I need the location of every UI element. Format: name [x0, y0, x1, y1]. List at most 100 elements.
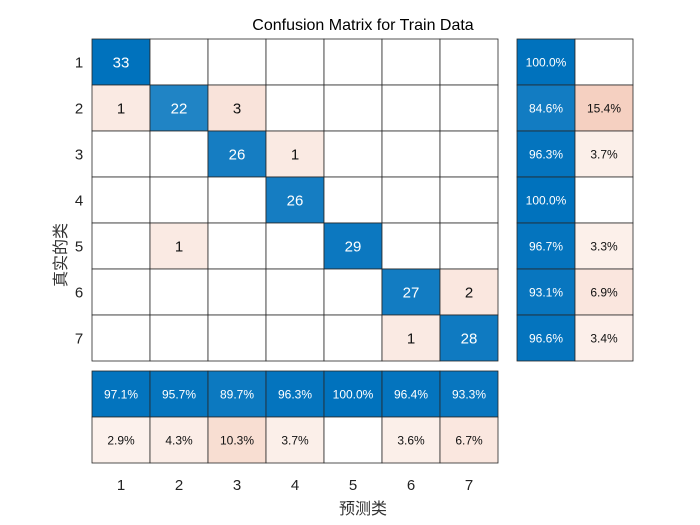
matrix-cell: [323, 38, 383, 86]
column-summary-incorrect-cell: [149, 416, 209, 464]
row-summary-incorrect-label: 3.3%: [590, 240, 618, 254]
row-summary-correct-cell: [516, 176, 576, 224]
matrix-cell: [439, 130, 499, 178]
column-summary-incorrect-label: 3.7%: [281, 434, 309, 448]
matrix-cell: [207, 222, 267, 270]
matrix-cell-value: 26: [287, 193, 304, 210]
matrix-cell: [91, 38, 151, 86]
x-tick-label: 4: [291, 477, 299, 494]
row-summary-incorrect-label: 3.4%: [590, 332, 618, 346]
matrix-cell-value: 29: [345, 239, 362, 256]
column-summary-correct-label: 95.7%: [162, 388, 196, 402]
y-tick-label: 2: [75, 101, 83, 118]
y-tick-label: 6: [75, 285, 83, 302]
row-summary-incorrect-label: 15.4%: [587, 102, 621, 116]
column-summary-correct-label: 100.0%: [333, 388, 374, 402]
matrix-cell: [91, 176, 151, 224]
matrix-cell: [265, 314, 325, 362]
matrix-cell-value: 1: [175, 239, 183, 256]
matrix-cell-value: 1: [291, 147, 299, 164]
matrix-cell-value: 2: [465, 285, 473, 302]
row-summary-incorrect-cell: [574, 130, 634, 178]
matrix-cell: [91, 130, 151, 178]
matrix-cell: [265, 38, 325, 86]
row-summary-correct-cell: [516, 222, 576, 270]
y-tick-label: 1: [75, 55, 83, 72]
column-summary-incorrect-label: 4.3%: [165, 434, 193, 448]
matrix-cell: [149, 38, 209, 86]
matrix-cell-value: 1: [407, 331, 415, 348]
column-summary-correct-label: 97.1%: [104, 388, 138, 402]
column-summary-incorrect-cell: [91, 416, 151, 464]
matrix-cell: [323, 176, 383, 224]
row-summary-correct-label: 93.1%: [529, 286, 563, 300]
matrix-cell: [265, 84, 325, 132]
column-summary-correct-label: 89.7%: [220, 388, 254, 402]
matrix-cell: [91, 84, 151, 132]
matrix-cell: [439, 222, 499, 270]
column-summary-incorrect-label: 2.9%: [107, 434, 135, 448]
matrix-cell: [149, 222, 209, 270]
matrix-cell: [149, 268, 209, 316]
matrix-cell: [265, 268, 325, 316]
matrix-cell: [207, 84, 267, 132]
row-summary-correct-label: 84.6%: [529, 102, 563, 116]
matrix-cell-value: 33: [113, 55, 130, 72]
matrix-cell: [149, 84, 209, 132]
matrix-cell: [91, 268, 151, 316]
x-tick-labels: 1 2 3 4 5 6 7: [117, 477, 473, 494]
column-summary-incorrect-cell: [381, 416, 441, 464]
row-summary-incorrect-label: 3.7%: [590, 148, 618, 162]
row-summary-incorrect-cell: [574, 314, 634, 362]
matrix-cell: [207, 176, 267, 224]
row-summary-correct-cell: [516, 38, 576, 86]
row-summary-correct-cell: [516, 268, 576, 316]
row-summary-incorrect-cell: [574, 176, 634, 224]
x-tick-label: 2: [175, 477, 183, 494]
matrix-cell: [207, 314, 267, 362]
column-summary-correct-label: 93.3%: [452, 388, 486, 402]
x-tick-label: 3: [233, 477, 241, 494]
x-tick-label: 7: [465, 477, 473, 494]
row-summary-correct-label: 96.6%: [529, 332, 563, 346]
matrix-cell: [323, 268, 383, 316]
row-summary-grid: 100.0% 84.6% 15.4% 96.3% 3.7% 100.0% 96.7% 3.3%…: [516, 38, 634, 362]
row-summary-correct-label: 96.7%: [529, 240, 563, 254]
row-summary-incorrect-label: 6.9%: [590, 286, 618, 300]
matrix-cell: [323, 84, 383, 132]
row-summary-correct-label: 100.0%: [526, 56, 567, 70]
matrix-cell: [381, 314, 441, 362]
matrix-cell: [323, 314, 383, 362]
row-summary-incorrect-cell: [574, 268, 634, 316]
column-summary-correct-cell: [439, 370, 499, 418]
matrix-cell: [381, 176, 441, 224]
matrix-cell: [91, 222, 151, 270]
matrix-cell: [149, 176, 209, 224]
column-summary-incorrect-label: 3.6%: [397, 434, 425, 448]
x-tick-label: 5: [349, 477, 357, 494]
row-summary-correct-label: 100.0%: [526, 194, 567, 208]
matrix-cell: [381, 84, 441, 132]
row-summary-incorrect-cell: [574, 222, 634, 270]
matrix-cell: [265, 130, 325, 178]
y-tick-labels: 1 2 3 4 5 6 7: [75, 55, 83, 348]
y-tick-label: 3: [75, 147, 83, 164]
matrix-cell-value: 26: [229, 147, 246, 164]
x-tick-label: 1: [117, 477, 125, 494]
matrix-cell: [381, 38, 441, 86]
matrix-cell-value: 22: [171, 101, 188, 118]
column-summary-incorrect-label: 10.3%: [220, 434, 254, 448]
matrix-cell: [149, 314, 209, 362]
column-summary-correct-label: 96.3%: [278, 388, 312, 402]
matrix-cell: [439, 314, 499, 362]
matrix-cell: [439, 176, 499, 224]
row-summary-correct-label: 96.3%: [529, 148, 563, 162]
y-tick-label: 4: [75, 193, 83, 210]
matrix-cell: [439, 38, 499, 86]
matrix-cell-value: 3: [233, 101, 241, 118]
column-summary-incorrect-cell: [439, 416, 499, 464]
y-tick-label: 5: [75, 239, 83, 256]
matrix-cell: [381, 130, 441, 178]
matrix-cell-value: 27: [403, 285, 420, 302]
row-summary-correct-cell: [516, 130, 576, 178]
